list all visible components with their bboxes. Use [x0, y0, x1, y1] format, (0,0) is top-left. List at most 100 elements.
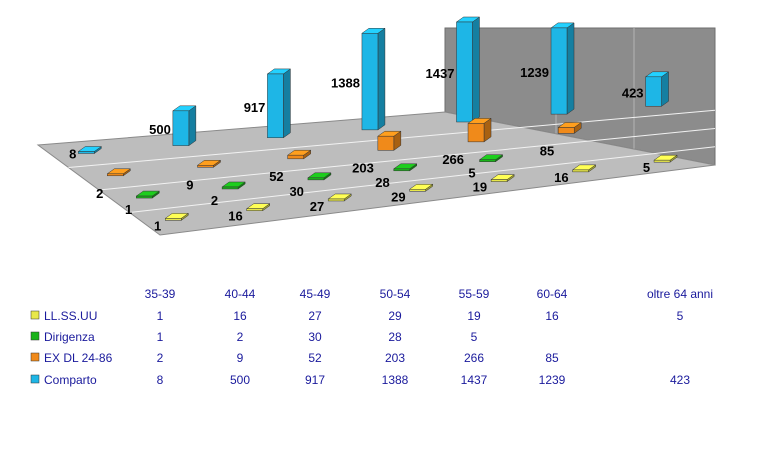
legend-swatch: [30, 374, 40, 384]
bar-ll-ss-uu-oltre-64-anni: [653, 154, 678, 163]
bar-front: [653, 159, 671, 163]
data-label: 423: [622, 86, 644, 101]
bar-front: [197, 165, 214, 168]
data-label: 19: [473, 180, 487, 195]
bar-comparto-50-54: [361, 27, 386, 131]
bar-front: [361, 33, 379, 131]
data-label: 500: [149, 122, 171, 137]
bar-side: [188, 105, 197, 147]
bar-front: [307, 177, 325, 181]
data-label: 203: [352, 160, 374, 175]
table-col-header: 55-59: [459, 287, 490, 301]
table-cell: 500: [230, 373, 250, 387]
table-cell: 423: [670, 373, 690, 387]
bar-front: [409, 188, 426, 192]
bar-front: [557, 127, 575, 134]
bar-ex-dl-24-86-40-44: [196, 159, 222, 168]
bar-ex-dl-24-86-55-59: [467, 117, 492, 143]
legend-label: EX DL 24-86: [44, 351, 113, 365]
table-cell: 266: [464, 351, 484, 365]
table-cell: 1388: [382, 373, 409, 387]
bar-ll-ss-uu-35-39: [164, 212, 190, 221]
data-label: 30: [289, 184, 303, 199]
data-label: 2: [211, 193, 218, 208]
table-cell: 29: [388, 309, 402, 323]
bar-front: [287, 154, 304, 160]
data-label: 85: [540, 143, 554, 158]
table-cell: 2: [157, 351, 164, 365]
table-cell: 52: [308, 351, 322, 365]
table-cell: 1239: [539, 373, 566, 387]
bar-ll-ss-uu-40-44: [245, 203, 271, 212]
bar-side: [661, 71, 669, 107]
bar-comparto-55-59: [455, 16, 481, 123]
bar-comparto-40-44: [172, 105, 197, 147]
bar-ex-dl-24-86-45-49: [286, 149, 312, 160]
bar-comparto-45-49: [266, 68, 292, 139]
bar-comparto-35-39: [77, 146, 103, 154]
data-label: 2: [96, 186, 103, 201]
bar-ll-ss-uu-50-54: [408, 183, 434, 192]
data-label: 1388: [331, 76, 360, 91]
data-label: 52: [269, 169, 283, 184]
bar-front: [172, 110, 190, 146]
bar-front: [267, 73, 284, 138]
bar-side: [377, 27, 386, 131]
table-col-header: 50-54: [380, 287, 411, 301]
bar-side: [566, 22, 575, 115]
table-cell: 1437: [461, 373, 488, 387]
bar-comparto-oltre-64-anni: [644, 71, 670, 107]
table-col-header: oltre 64 anni: [647, 287, 713, 301]
bar-ll-ss-uu-60-64: [571, 164, 597, 173]
legend-label: Dirigenza: [44, 330, 95, 344]
bar-comparto-60-64: [550, 22, 575, 115]
bar-ex-dl-24-86-60-64: [557, 121, 582, 134]
data-label: 1239: [520, 65, 549, 80]
table-cell: 1: [157, 330, 164, 344]
bar-dirigenza-35-39: [135, 190, 161, 199]
data-label: 917: [244, 100, 266, 115]
data-label: 9: [186, 177, 193, 192]
data-label: 28: [375, 175, 389, 190]
table-cell: 9: [237, 351, 244, 365]
data-label: 27: [310, 199, 324, 214]
table-col-header: 45-49: [300, 287, 331, 301]
legend-label: LL.SS.UU: [44, 309, 97, 323]
legend-swatch: [30, 352, 40, 362]
chart-bars: [77, 16, 678, 221]
bar-ex-dl-24-86-35-39: [106, 168, 132, 177]
data-label: 29: [391, 189, 405, 204]
data-table: 35-39 40-44 45-49 50-54 55-59 60-64 oltre 64 a…: [30, 287, 713, 387]
bar-front: [467, 123, 485, 143]
bar-front: [645, 76, 662, 107]
table-cell: 8: [157, 373, 164, 387]
floor-row-line: [98, 128, 716, 191]
bar-dirigenza-50-54: [392, 163, 418, 172]
table-cell: 19: [467, 309, 481, 323]
table-cell: 28: [388, 330, 402, 344]
bar-dirigenza-40-44: [221, 181, 246, 190]
bar-front: [136, 195, 153, 199]
table-cell: 85: [545, 351, 559, 365]
table-cell: 5: [677, 309, 684, 323]
floor-row-line: [129, 146, 716, 213]
table-cell: 5: [471, 330, 478, 344]
bar-front: [107, 173, 124, 177]
bar-side: [283, 68, 291, 139]
data-label: 1437: [426, 66, 455, 81]
bar-front: [377, 135, 395, 151]
bar-front: [327, 198, 345, 202]
bar-side: [472, 16, 480, 123]
bar-dirigenza-45-49: [307, 172, 332, 181]
data-label: 16: [554, 170, 568, 185]
data-label: 16: [228, 209, 242, 224]
bar-ex-dl-24-86-50-54: [377, 130, 402, 151]
bar-front: [456, 21, 473, 123]
data-label: 266: [442, 152, 464, 167]
table-cell: 203: [385, 351, 405, 365]
table-cell: 1: [157, 309, 164, 323]
table-cell: 30: [308, 330, 322, 344]
